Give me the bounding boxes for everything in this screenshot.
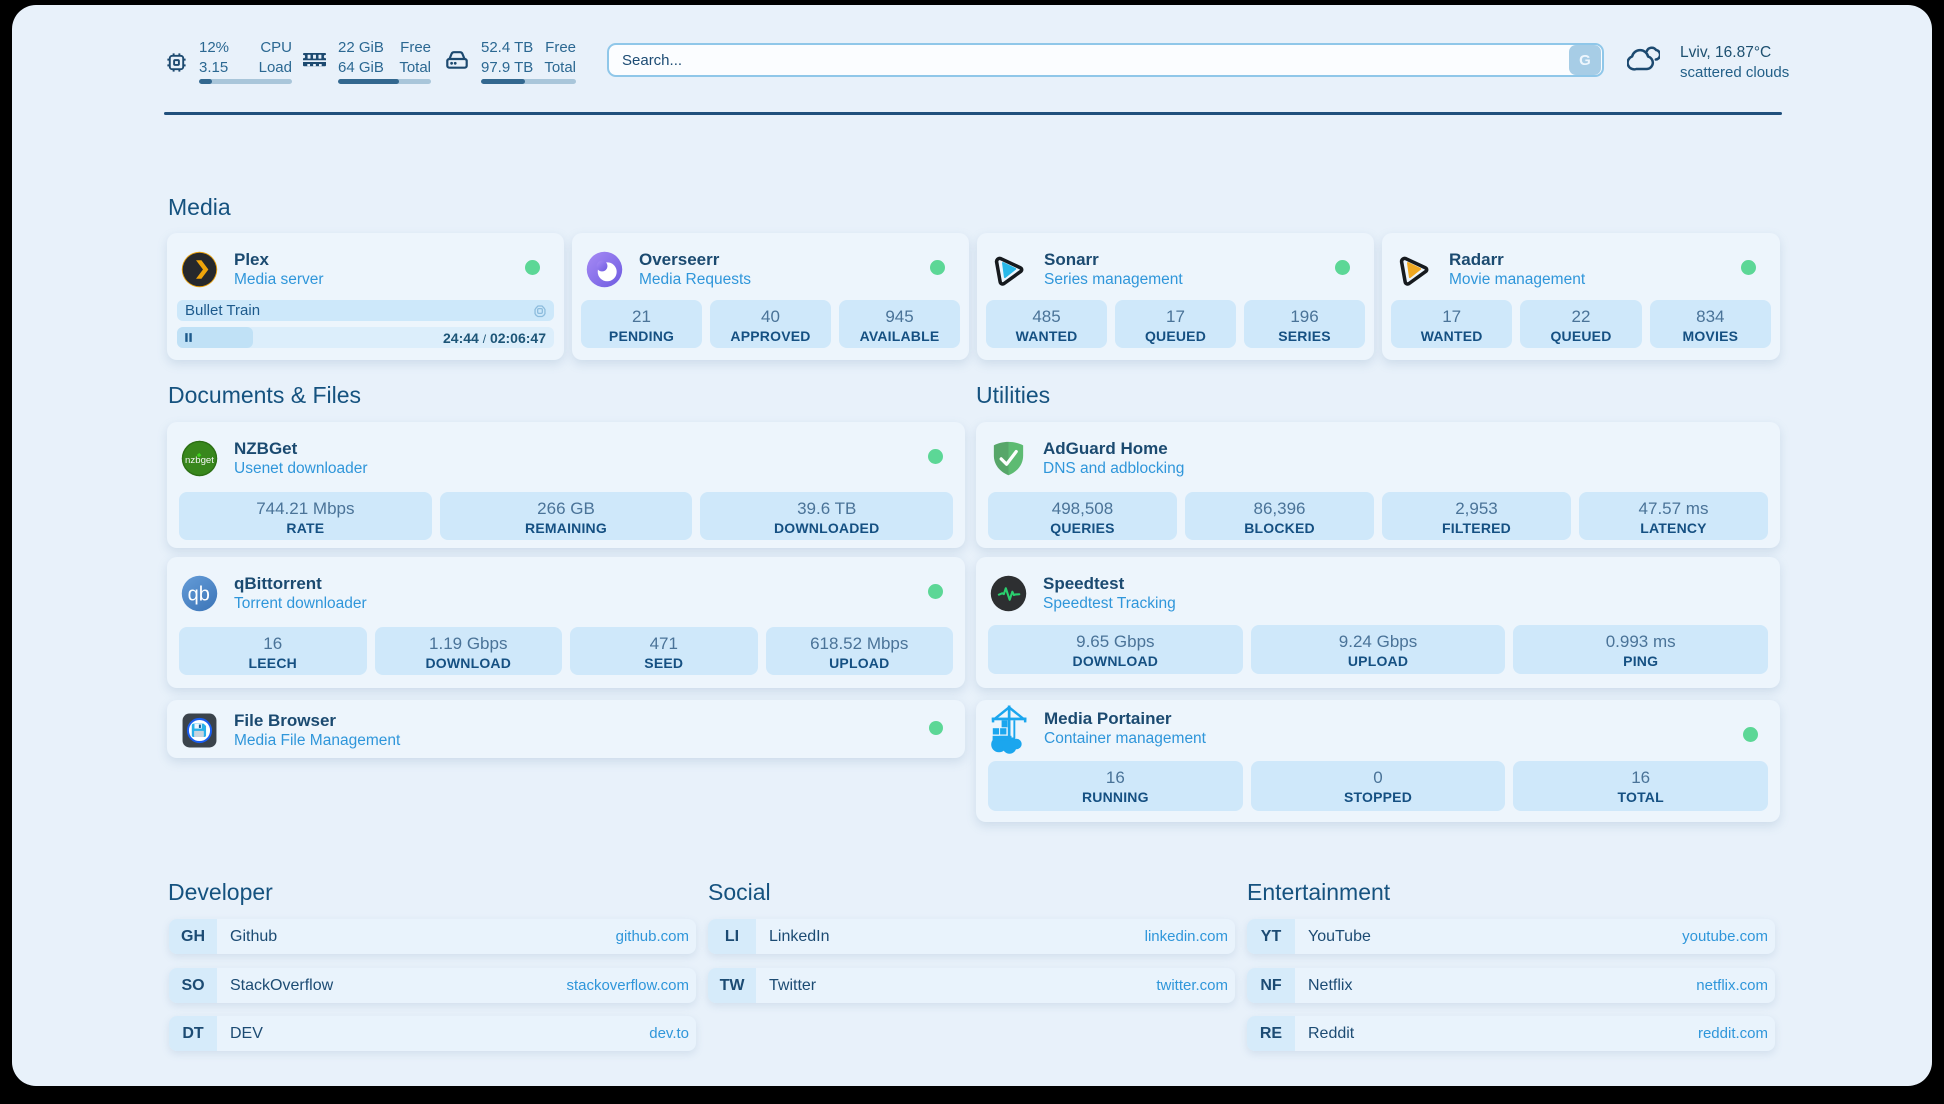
svg-text:nzbget: nzbget	[185, 455, 214, 466]
svg-text:qb: qb	[188, 583, 210, 605]
